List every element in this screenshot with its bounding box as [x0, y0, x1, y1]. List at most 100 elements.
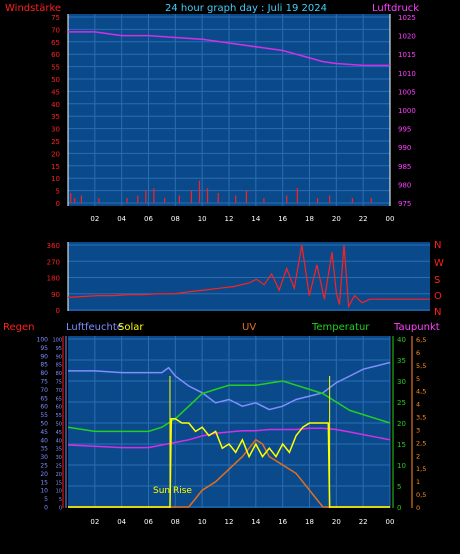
temperature-tick-label: 35	[397, 357, 406, 365]
hour-tick-label: 22	[359, 215, 368, 223]
temperature-tick-label: 25	[397, 399, 406, 407]
compass-label: W	[434, 258, 444, 269]
hour-tick-label: 20	[332, 518, 341, 526]
humidity-tick-label: 85	[56, 363, 62, 369]
dewpoint-tick-label: 4	[416, 401, 420, 409]
dewpoint-tick-label: 2	[416, 452, 420, 460]
hour-tick-label: 14	[251, 518, 260, 526]
rain-tick-label: 30	[40, 454, 48, 461]
solar-line	[68, 418, 390, 508]
humidity-tick-label: 25	[56, 464, 62, 470]
wind-tick-label: 55	[51, 64, 60, 72]
dewpoint-tick-label: 1,5	[416, 465, 426, 473]
dewpoint-tick-label: 4,5	[416, 388, 426, 396]
dewpoint-tick-label: 6	[416, 349, 420, 357]
pressure-tick-label: 1025	[398, 14, 416, 22]
wind-tick-label: 5	[56, 188, 60, 196]
rain-tick-label: 5	[44, 496, 48, 503]
humidity-axis-label: Luftfeuchte	[66, 322, 123, 333]
dewpoint-tick-label: 5	[416, 375, 420, 383]
humidity-tick-label: 0	[59, 506, 62, 512]
humidity-tick-label: 75	[56, 380, 62, 386]
hour-tick-label: 04	[117, 518, 126, 526]
direction-ticks: 0 90 180 270 360	[47, 242, 60, 315]
pressure-tick-label: 995	[398, 126, 411, 134]
rain-tick-label: 50	[40, 421, 48, 428]
hour-tick-label: 08	[171, 518, 180, 526]
hour-tick-label: 18	[305, 215, 314, 223]
hour-tick-label: 04	[117, 215, 126, 223]
compass-label: N	[434, 240, 441, 251]
wind-tick-label: 15	[51, 163, 60, 171]
temperature-tick-label: 0	[397, 504, 401, 512]
wind-tick-label: 30	[51, 126, 60, 134]
wind-tick-label: 45	[51, 88, 60, 96]
hour-tick-label: 20	[332, 215, 341, 223]
hour-tick-label: 10	[198, 215, 207, 223]
dewpoint-tick-label: 5,5	[416, 362, 426, 370]
pressure-line	[68, 31, 390, 67]
bottom-axes: 0510152025303540455055606570758085909510…	[37, 336, 426, 512]
direction-tick-label: 90	[51, 291, 60, 299]
humidity-tick-label: 55	[56, 413, 62, 419]
dewpoint-line	[67, 427, 391, 449]
rain-tick-label: 90	[40, 353, 48, 360]
temperature-line	[67, 380, 391, 433]
temperature-tick-label: 40	[397, 336, 406, 344]
humidity-tick-label: 10	[56, 489, 62, 495]
humidity-tick-label: 100	[52, 338, 62, 344]
humidity-tick-label: 90	[56, 354, 62, 360]
solar-label: Solar	[118, 322, 144, 333]
hour-tick-label: 18	[305, 518, 314, 526]
rain-tick-label: 95	[40, 345, 48, 352]
wind-direction-line	[67, 244, 430, 309]
wind-tick-label: 75	[51, 14, 60, 22]
rain-tick-label: 40	[40, 437, 48, 444]
compass-label: O	[434, 291, 442, 302]
dewpoint-tick-label: 1	[416, 478, 420, 486]
humidity-tick-label: 65	[56, 396, 62, 402]
rain-tick-label: 35	[40, 446, 48, 453]
rain-tick-label: 100	[37, 337, 49, 344]
hour-tick-label: 16	[278, 518, 287, 526]
hour-tick-label: 00	[386, 215, 395, 223]
humidity-tick-label: 20	[56, 472, 62, 478]
top-series	[68, 31, 390, 203]
sunrise-label: Sun Rise	[153, 486, 192, 496]
temperature-tick-label: 5	[397, 483, 401, 491]
pressure-axis-label: Luftdruck	[372, 3, 419, 14]
hour-tick-label: 02	[90, 518, 99, 526]
dewpoint-tick-label: 2,5	[416, 439, 426, 447]
direction-tick-label: 270	[47, 258, 60, 266]
compass-label: S	[434, 275, 440, 286]
dewpoint-tick-label: 6,5	[416, 336, 426, 344]
pressure-tick-label: 1000	[398, 107, 416, 115]
temperature-tick-label: 10	[397, 462, 406, 470]
wind-tick-label: 60	[51, 51, 60, 59]
hour-tick-label: 12	[225, 215, 234, 223]
dewpoint-axis-label: Taupunkt	[393, 322, 440, 333]
wind-tick-label: 20	[51, 150, 60, 158]
rain-tick-label: 80	[40, 370, 48, 377]
wind-axis-label: Windstärke	[5, 3, 61, 14]
uv-label: UV	[242, 322, 256, 333]
pressure-tick-label: 1010	[398, 70, 416, 78]
humidity-tick-label: 95	[56, 346, 62, 352]
rain-tick-label: 15	[40, 479, 48, 486]
dewpoint-tick-label: 0,5	[416, 491, 426, 499]
hour-tick-label: 06	[144, 518, 153, 526]
wind-tick-label: 50	[51, 76, 60, 84]
direction-tick-label: 0	[56, 307, 60, 315]
humidity-tick-label: 30	[56, 455, 62, 461]
top-hour-ticks: 02 04 06 08 10 12 14 16 18 20 22 00	[90, 215, 394, 223]
hour-tick-label: 00	[386, 518, 395, 526]
direction-panel	[68, 242, 430, 311]
pressure-tick-label: 980	[398, 181, 411, 189]
wind-tick-label: 65	[51, 39, 60, 47]
temperature-tick-label: 20	[397, 420, 406, 428]
pressure-tick-label: 975	[398, 200, 411, 208]
rain-tick-label: 60	[40, 404, 48, 411]
direction-series	[67, 244, 430, 309]
hour-tick-label: 08	[171, 215, 180, 223]
